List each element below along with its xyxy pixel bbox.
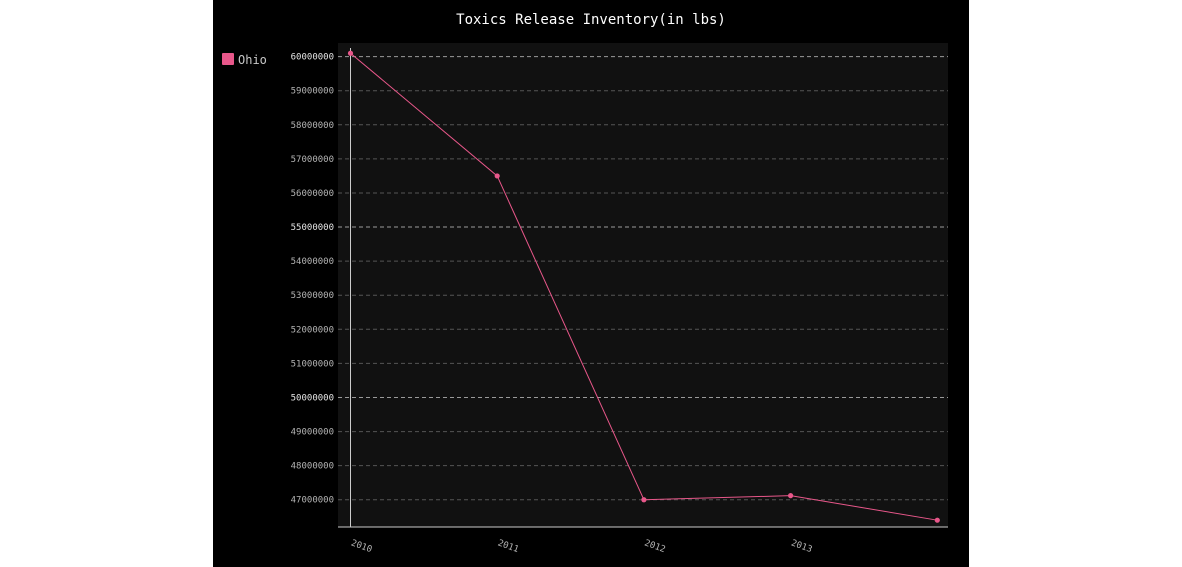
chart-svg: Toxics Release Inventory(in lbs) Ohio 47…: [222, 12, 948, 555]
x-tick-label: 2013: [790, 538, 814, 555]
y-tick-label: 53000000: [291, 291, 334, 301]
y-tick-label: 59000000: [291, 87, 334, 97]
x-tick-label: 2012: [643, 538, 667, 555]
series-ohio[interactable]: [347, 50, 940, 523]
y-tick-label: 55000000: [291, 223, 334, 233]
y-tick-label: 48000000: [291, 462, 334, 472]
data-point[interactable]: [934, 517, 940, 523]
y-tick-label: 57000000: [291, 155, 334, 165]
chart-frame: Toxics Release Inventory(in lbs) Ohio 47…: [213, 0, 969, 567]
y-tick-label: 58000000: [291, 121, 334, 131]
y-tick-label: 49000000: [291, 428, 334, 438]
y-tick-label: 51000000: [291, 359, 334, 369]
y-axis: 47000000 48000000 49000000 50000000 51000000…: [291, 53, 334, 506]
y-tick-label: 54000000: [291, 257, 334, 267]
legend-swatch-ohio[interactable]: [222, 53, 234, 65]
data-point[interactable]: [347, 50, 354, 56]
grid-lines: [338, 56, 948, 501]
legend[interactable]: Ohio: [222, 53, 267, 67]
data-point[interactable]: [641, 497, 647, 503]
y-tick-label: 52000000: [291, 325, 334, 335]
chart-title: Toxics Release Inventory(in lbs): [456, 12, 726, 28]
x-tick-label: 2010: [349, 538, 373, 555]
data-point[interactable]: [788, 493, 794, 499]
y-tick-label: 50000000: [291, 393, 334, 403]
y-tick-label: 47000000: [291, 496, 334, 506]
y-tick-label: 56000000: [291, 189, 334, 199]
y-tick-label: 60000000: [291, 53, 334, 63]
legend-label-ohio[interactable]: Ohio: [238, 53, 267, 67]
plot-area: [338, 43, 948, 527]
x-tick-label: 2011: [496, 538, 520, 555]
data-point[interactable]: [494, 173, 500, 179]
